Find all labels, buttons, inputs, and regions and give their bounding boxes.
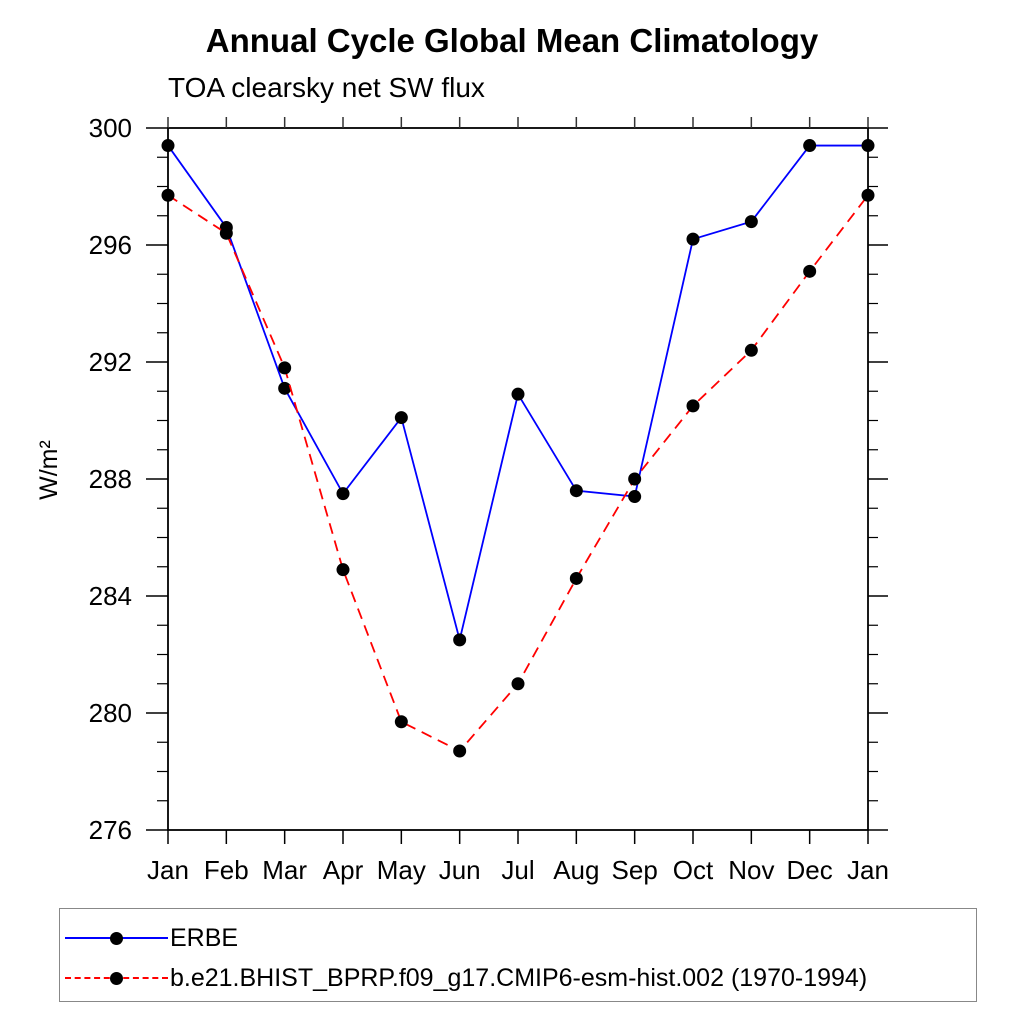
legend-item-model: b.e21.BHIST_BPRP.f09_g17.CMIP6-esm-hist.… <box>65 963 868 992</box>
data-point-marker <box>278 361 292 375</box>
legend-label-model: b.e21.BHIST_BPRP.f09_g17.CMIP6-esm-hist.… <box>170 963 868 992</box>
x-tick-label: Feb <box>204 855 249 885</box>
data-point-marker <box>394 715 408 729</box>
legend-label-erbe: ERBE <box>170 923 239 952</box>
series-line-1 <box>167 194 869 753</box>
x-tick-label: May <box>377 855 426 885</box>
y-tick-label: 276 <box>89 815 132 845</box>
plot-frame <box>167 127 869 831</box>
data-point-marker <box>686 232 700 246</box>
data-point-marker <box>744 215 758 229</box>
x-tick-label: Mar <box>262 855 307 885</box>
data-point-marker <box>569 484 583 498</box>
data-point-marker <box>628 472 642 486</box>
data-point-marker <box>219 226 233 240</box>
x-tick-label: Apr <box>323 855 364 885</box>
legend: ERBE b.e21.BHIST_BPRP.f09_g17.CMIP6-esm-… <box>59 908 977 1002</box>
y-axis-label: W/m² <box>35 440 63 500</box>
x-tick-label: Sep <box>612 855 658 885</box>
model-line-swatch <box>65 972 168 985</box>
data-point-marker <box>511 677 525 691</box>
erbe-line-swatch <box>65 932 168 945</box>
data-point-marker <box>278 381 292 395</box>
data-point-marker <box>569 571 583 585</box>
y-tick-label: 300 <box>89 113 132 143</box>
erbe-marker-dot-icon <box>110 932 123 945</box>
y-tick-label: 280 <box>89 698 132 728</box>
x-tick-label: Aug <box>553 855 599 885</box>
chart-title: Annual Cycle Global Mean Climatology <box>205 22 819 59</box>
data-point-marker <box>628 490 642 504</box>
y-tick-label: 296 <box>89 230 132 260</box>
data-point-marker <box>861 188 875 202</box>
y-tick-label: 284 <box>89 581 132 611</box>
data-point-marker <box>453 633 467 647</box>
data-point-marker <box>744 343 758 357</box>
x-tick-label: Dec <box>787 855 833 885</box>
data-point-marker <box>511 387 525 401</box>
data-point-marker <box>803 139 817 153</box>
y-tick-label: 288 <box>89 464 132 494</box>
x-tick-label: Jul <box>501 855 534 885</box>
model-marker-dot-icon <box>110 972 123 985</box>
data-point-marker <box>453 744 467 758</box>
x-tick-label: Oct <box>673 855 714 885</box>
data-point-marker <box>161 139 175 153</box>
series-layer <box>161 139 875 758</box>
data-point-marker <box>861 139 875 153</box>
axes-layer: Jan Feb Mar Apr May Jun Jul Aug Sep Oct Nov Dec Jan 2… <box>89 113 889 885</box>
data-point-marker <box>336 487 350 501</box>
data-point-marker <box>336 563 350 577</box>
x-tick-label: Jan <box>847 855 889 885</box>
x-tick-label: Nov <box>728 855 774 885</box>
data-point-marker <box>686 399 700 413</box>
x-tick-label: Jun <box>439 855 481 885</box>
legend-item-erbe: ERBE <box>65 923 239 952</box>
x-tick-label: Jan <box>147 855 189 885</box>
y-tick-label: 292 <box>89 347 132 377</box>
data-point-marker <box>161 188 175 202</box>
data-point-marker <box>803 264 817 278</box>
chart-subtitle: TOA clearsky net SW flux <box>168 72 485 103</box>
data-point-marker <box>394 411 408 425</box>
